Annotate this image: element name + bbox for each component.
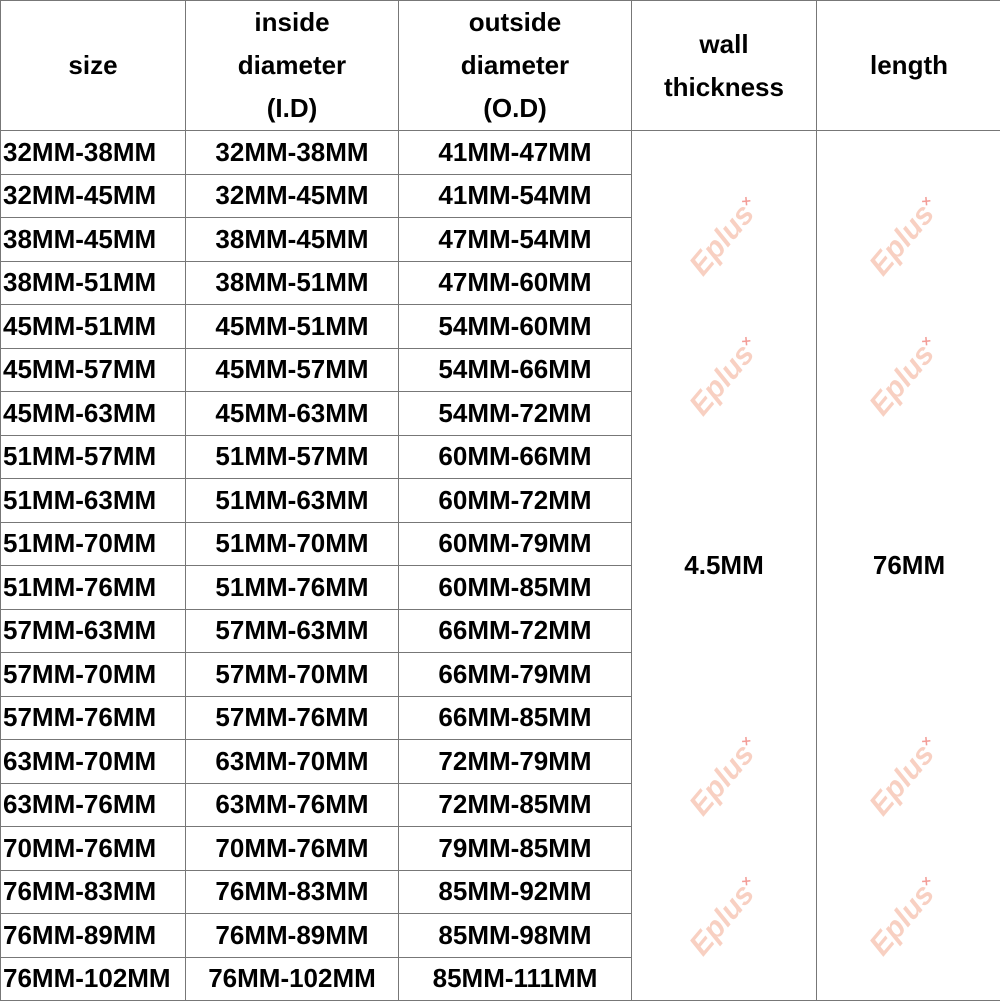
inside-diameter-cell: 32MM-38MM — [186, 131, 399, 175]
size-cell: 32MM-38MM — [1, 131, 186, 175]
size-cell: 45MM-51MM — [1, 305, 186, 349]
outside-diameter-cell: 72MM-79MM — [399, 740, 632, 784]
size-cell: 76MM-83MM — [1, 870, 186, 914]
outside-diameter-cell: 41MM-47MM — [399, 131, 632, 175]
inside-diameter-cell: 76MM-102MM — [186, 957, 399, 1001]
size-cell: 38MM-45MM — [1, 218, 186, 262]
inside-diameter-cell: 76MM-89MM — [186, 914, 399, 958]
inside-diameter-cell: 32MM-45MM — [186, 174, 399, 218]
inside-diameter-cell: 76MM-83MM — [186, 870, 399, 914]
outside-diameter-cell: 85MM-98MM — [399, 914, 632, 958]
outside-diameter-cell: 66MM-85MM — [399, 696, 632, 740]
inside-diameter-cell: 38MM-51MM — [186, 261, 399, 305]
wall-thickness-cell: 4.5MM — [632, 131, 817, 1001]
size-cell: 70MM-76MM — [1, 827, 186, 871]
column-header: inside diameter (I.D) — [186, 1, 399, 131]
size-cell: 38MM-51MM — [1, 261, 186, 305]
outside-diameter-cell: 85MM-111MM — [399, 957, 632, 1001]
size-cell: 51MM-76MM — [1, 566, 186, 610]
inside-diameter-cell: 57MM-70MM — [186, 653, 399, 697]
outside-diameter-cell: 54MM-72MM — [399, 392, 632, 436]
outside-diameter-cell: 72MM-85MM — [399, 783, 632, 827]
inside-diameter-cell: 45MM-51MM — [186, 305, 399, 349]
size-cell: 76MM-89MM — [1, 914, 186, 958]
column-header: wall thickness — [632, 1, 817, 131]
size-cell: 32MM-45MM — [1, 174, 186, 218]
size-cell: 51MM-63MM — [1, 479, 186, 523]
inside-diameter-cell: 57MM-63MM — [186, 609, 399, 653]
inside-diameter-cell: 51MM-57MM — [186, 435, 399, 479]
inside-diameter-cell: 38MM-45MM — [186, 218, 399, 262]
inside-diameter-cell: 70MM-76MM — [186, 827, 399, 871]
outside-diameter-cell: 41MM-54MM — [399, 174, 632, 218]
outside-diameter-cell: 60MM-85MM — [399, 566, 632, 610]
outside-diameter-cell: 66MM-72MM — [399, 609, 632, 653]
outside-diameter-cell: 66MM-79MM — [399, 653, 632, 697]
outside-diameter-cell: 60MM-66MM — [399, 435, 632, 479]
outside-diameter-cell: 79MM-85MM — [399, 827, 632, 871]
outside-diameter-cell: 60MM-79MM — [399, 522, 632, 566]
size-cell: 51MM-70MM — [1, 522, 186, 566]
size-cell: 51MM-57MM — [1, 435, 186, 479]
outside-diameter-cell: 60MM-72MM — [399, 479, 632, 523]
inside-diameter-cell: 45MM-63MM — [186, 392, 399, 436]
size-cell: 63MM-70MM — [1, 740, 186, 784]
outside-diameter-cell: 85MM-92MM — [399, 870, 632, 914]
inside-diameter-cell: 63MM-76MM — [186, 783, 399, 827]
inside-diameter-cell: 51MM-63MM — [186, 479, 399, 523]
size-cell: 45MM-57MM — [1, 348, 186, 392]
inside-diameter-cell: 51MM-70MM — [186, 522, 399, 566]
inside-diameter-cell: 57MM-76MM — [186, 696, 399, 740]
column-header: length — [817, 1, 1000, 131]
inside-diameter-cell: 45MM-57MM — [186, 348, 399, 392]
column-header: size — [1, 1, 186, 131]
outside-diameter-cell: 54MM-60MM — [399, 305, 632, 349]
size-cell: 57MM-63MM — [1, 609, 186, 653]
outside-diameter-cell: 47MM-54MM — [399, 218, 632, 262]
inside-diameter-cell: 51MM-76MM — [186, 566, 399, 610]
size-cell: 63MM-76MM — [1, 783, 186, 827]
size-cell: 76MM-102MM — [1, 957, 186, 1001]
length-cell: 76MM — [817, 131, 1000, 1001]
size-cell: 57MM-76MM — [1, 696, 186, 740]
outside-diameter-cell: 47MM-60MM — [399, 261, 632, 305]
outside-diameter-cell: 54MM-66MM — [399, 348, 632, 392]
inside-diameter-cell: 63MM-70MM — [186, 740, 399, 784]
size-cell: 57MM-70MM — [1, 653, 186, 697]
column-header: outside diameter (O.D) — [399, 1, 632, 131]
size-cell: 45MM-63MM — [1, 392, 186, 436]
